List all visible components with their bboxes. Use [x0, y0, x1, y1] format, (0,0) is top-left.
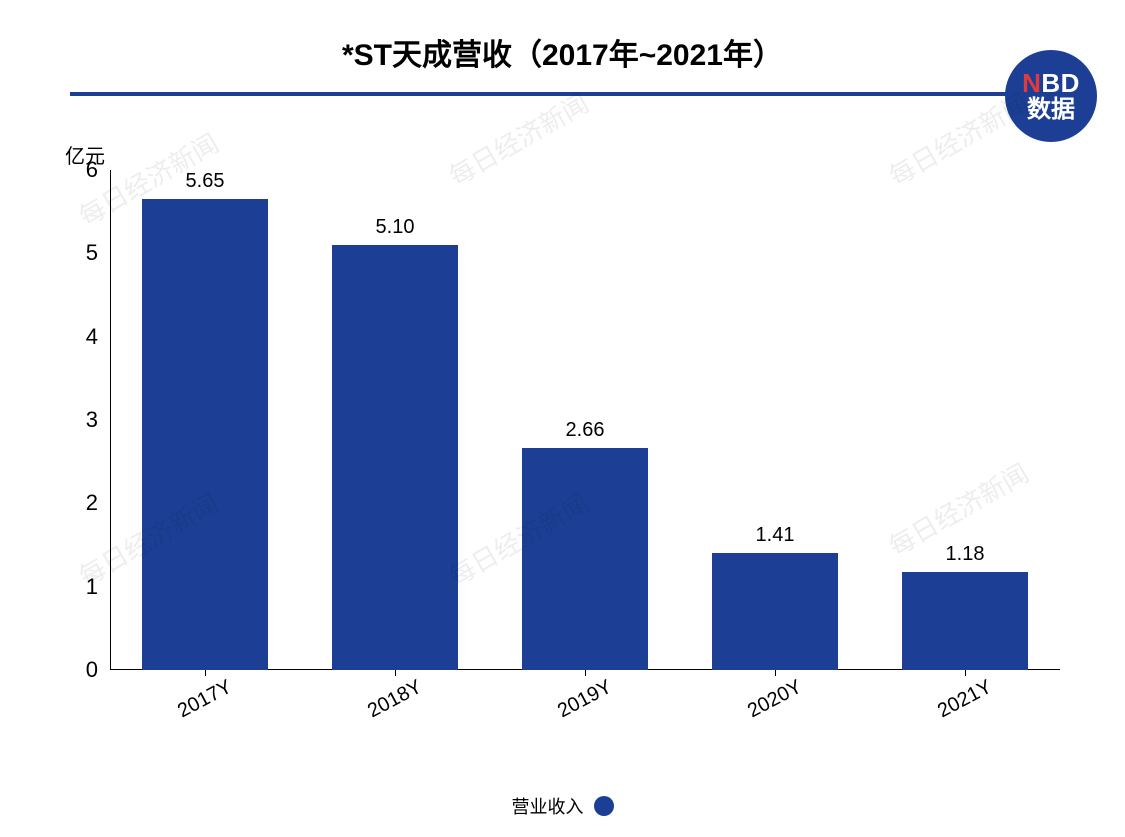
bar: 1.41 — [712, 553, 837, 671]
x-tick — [205, 670, 206, 676]
bar-value-label: 1.18 — [946, 543, 985, 566]
x-category-label: 2021Y — [934, 676, 996, 723]
legend: 营业收入 — [0, 793, 1125, 819]
title-underline — [70, 92, 1055, 96]
bar-value-label: 5.65 — [186, 170, 225, 193]
y-axis-line — [110, 170, 111, 670]
x-category-label: 2017Y — [174, 676, 236, 723]
badge-letter-n: N — [1022, 68, 1041, 98]
x-tick — [965, 670, 966, 676]
x-category-label: 2018Y — [364, 676, 426, 723]
bar-value-label: 1.41 — [756, 524, 795, 547]
y-tick-label: 4 — [86, 324, 98, 350]
y-tick-label: 1 — [86, 574, 98, 600]
y-tick-label: 6 — [86, 157, 98, 183]
legend-dot-icon — [594, 796, 614, 816]
badge-line1: NBD — [1022, 70, 1080, 97]
y-tick-label: 2 — [86, 490, 98, 516]
badge-letter-d: D — [1061, 68, 1080, 98]
legend-label: 营业收入 — [512, 793, 584, 819]
badge-letter-b: B — [1041, 68, 1060, 98]
y-tick-label: 5 — [86, 240, 98, 266]
bar-value-label: 5.10 — [376, 216, 415, 239]
chart-area: 亿元 01234565.652017Y5.102018Y2.662019Y1.4… — [55, 140, 1075, 740]
nbd-badge: NBD 数据 — [1005, 50, 1097, 142]
plot-region: 01234565.652017Y5.102018Y2.662019Y1.4120… — [110, 170, 1060, 670]
bar: 5.10 — [332, 245, 457, 670]
bar: 2.66 — [522, 448, 647, 670]
badge-line2: 数据 — [1027, 97, 1075, 122]
x-tick — [775, 670, 776, 676]
x-category-label: 2019Y — [554, 676, 616, 723]
bar-value-label: 2.66 — [566, 419, 605, 442]
y-tick-label: 3 — [86, 407, 98, 433]
bar: 5.65 — [142, 199, 267, 670]
x-tick — [395, 670, 396, 676]
chart-title: *ST天成营收（2017年~2021年） — [0, 0, 1125, 74]
bar: 1.18 — [902, 572, 1027, 670]
x-category-label: 2020Y — [744, 676, 806, 723]
x-tick — [585, 670, 586, 676]
y-tick-label: 0 — [86, 657, 98, 683]
